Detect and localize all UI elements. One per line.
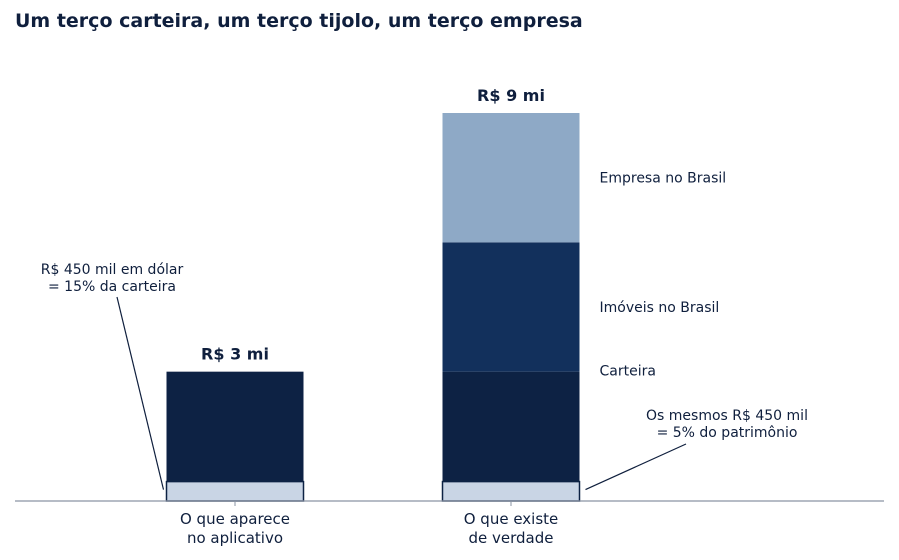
bar-segment-dolar [441, 480, 581, 502]
bar-segment-imoveis [442, 242, 580, 372]
chart-title: Um terço carteira, um terço tijolo, um t… [15, 10, 583, 32]
annotation-text-line: Os mesmos R$ 450 mil [646, 408, 808, 424]
annotation-text: R$ 450 mil em dólar = 15% da carteira [41, 262, 184, 295]
annotation-leader-line [116, 296, 165, 490]
annotation-leader-line [585, 443, 687, 491]
series-label-empresa: Empresa no Brasil [600, 171, 727, 187]
x-tick-label: O que aparece no aplicativo [180, 510, 290, 547]
bar-total-label: R$ 9 mi [477, 86, 545, 105]
x-tick-label-line: O que aparece [180, 510, 290, 528]
bar-segment-empresa [442, 113, 580, 243]
series-label-imoveis: Imóveis no Brasil [600, 300, 720, 316]
x-tick-label-line: no aplicativo [187, 529, 283, 547]
bar-segment-dolar [165, 480, 305, 502]
annotation-text-line: R$ 450 mil em dólar [41, 262, 184, 278]
series-label-carteira: Carteira [600, 364, 656, 380]
annotation-text: Os mesmos R$ 450 mil = 5% do patrimônio [646, 408, 808, 441]
x-tick-label: O que existe de verdade [464, 510, 559, 547]
x-tick-label-line: O que existe [464, 510, 559, 528]
bar-segment-carteira [166, 371, 304, 482]
bar-total-label: R$ 3 mi [201, 345, 269, 364]
annotation-text-line: = 15% da carteira [48, 279, 176, 295]
bar-segment-carteira [442, 371, 580, 482]
annotation-text-line: = 5% do patrimônio [657, 425, 798, 441]
x-tick-label-line: de verdade [469, 529, 554, 547]
